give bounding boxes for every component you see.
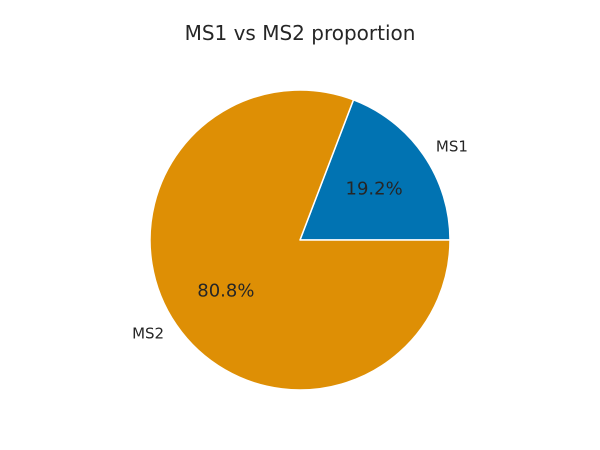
chart-title: MS1 vs MS2 proportion xyxy=(185,21,416,45)
slice-label-ms1: MS1 xyxy=(436,137,468,155)
pct-label-ms1: 19.2% xyxy=(346,178,403,199)
pie-slice-ms1 xyxy=(299,99,451,241)
pie-slice-ms2 xyxy=(149,89,451,391)
pie-labels: MS1 19.2% MS2 80.8% xyxy=(132,137,468,342)
pct-label-ms2: 80.8% xyxy=(197,281,254,302)
slice-label-ms2: MS2 xyxy=(132,325,164,343)
pie-slices xyxy=(149,89,451,391)
